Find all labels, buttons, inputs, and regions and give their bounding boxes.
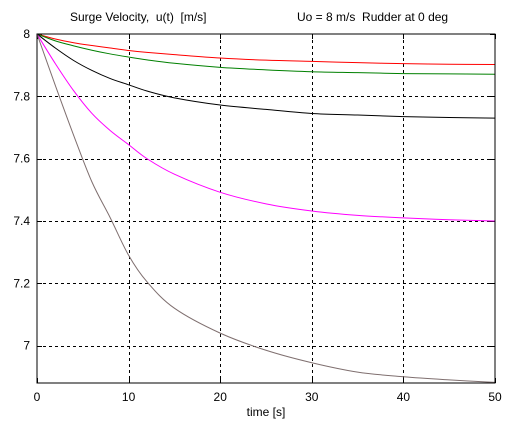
chart-title-left: Surge Velocity, u(t) [m/s] xyxy=(70,10,207,24)
y-tick-label: 7.2 xyxy=(13,276,30,290)
y-tick-label: 7.8 xyxy=(13,89,30,103)
x-tick-labels: 0 10 20 30 40 50 xyxy=(34,390,502,404)
y-tick-label: 7.6 xyxy=(13,152,30,166)
y-tick-label: 7 xyxy=(23,339,30,353)
x-tick-label: 50 xyxy=(488,390,502,404)
series-line-4 xyxy=(36,33,496,119)
series-line-2 xyxy=(36,33,496,66)
x-tick-label: 40 xyxy=(397,390,411,404)
series-line-5 xyxy=(36,33,496,222)
x-tick-label: 30 xyxy=(305,390,319,404)
y-tick-label: 7.4 xyxy=(13,214,30,228)
series-line-6 xyxy=(36,33,496,383)
x-tick-label: 10 xyxy=(122,390,136,404)
x-tick-label: 0 xyxy=(34,390,41,404)
grid xyxy=(37,34,495,383)
plot-frame xyxy=(36,33,496,384)
plot-area xyxy=(37,34,495,383)
y-tick-label: 8 xyxy=(23,27,30,41)
x-tick-label: 20 xyxy=(214,390,228,404)
y-tick-labels: 7 7.2 7.4 7.6 7.8 8 xyxy=(13,27,30,353)
x-axis-label: time [s] xyxy=(247,405,286,419)
series-line-3 xyxy=(36,33,496,75)
chart-title-right: Uo = 8 m/s Rudder at 0 deg xyxy=(297,10,448,24)
